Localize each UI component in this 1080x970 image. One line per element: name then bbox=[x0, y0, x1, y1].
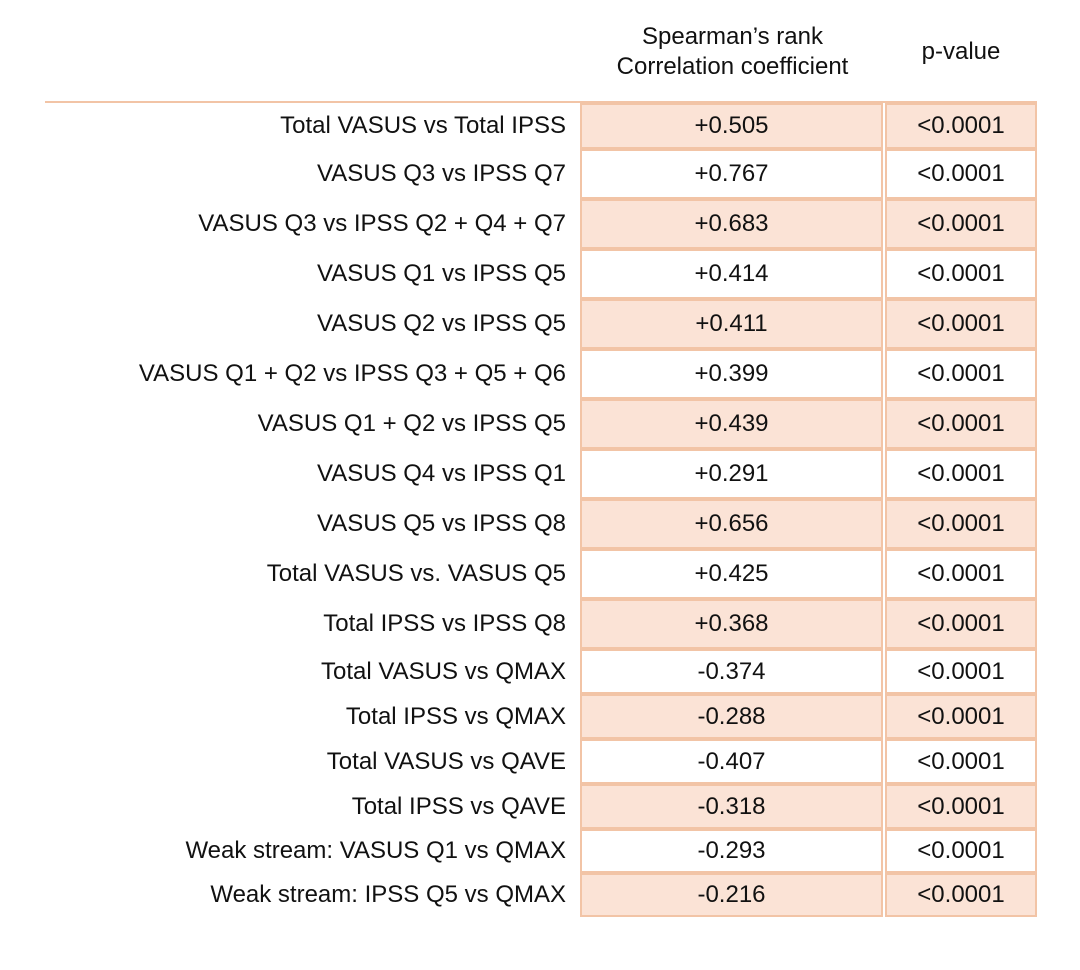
coefficient-cell: +0.399 bbox=[580, 349, 883, 399]
coefficient-cell: +0.425 bbox=[580, 549, 883, 599]
pvalue-cell: <0.0001 bbox=[885, 399, 1037, 449]
correlation-header-line1: Spearman’s rank bbox=[642, 23, 823, 50]
pvalue-cell: <0.0001 bbox=[885, 784, 1037, 829]
comparison-label: VASUS Q1 vs IPSS Q5 bbox=[317, 260, 566, 287]
table-row: VASUS Q3 vs IPSS Q7 +0.767 <0.0001 bbox=[0, 149, 1080, 199]
comparison-label: Weak stream: IPSS Q5 vs QMAX bbox=[210, 881, 566, 908]
table-row: Total IPSS vs QAVE -0.318 <0.0001 bbox=[0, 784, 1080, 829]
pvalue-cell: <0.0001 bbox=[885, 299, 1037, 349]
comparison-label: Total VASUS vs Total IPSS bbox=[280, 112, 566, 139]
coefficient-cell: +0.414 bbox=[580, 249, 883, 299]
comparison-label: VASUS Q4 vs IPSS Q1 bbox=[317, 460, 566, 487]
pvalue-cell: <0.0001 bbox=[885, 349, 1037, 399]
coefficient-cell: -0.288 bbox=[580, 694, 883, 739]
pvalue-cell: <0.0001 bbox=[885, 199, 1037, 249]
table-row: VASUS Q5 vs IPSS Q8 +0.656 <0.0001 bbox=[0, 499, 1080, 549]
pvalue-cell: <0.0001 bbox=[885, 549, 1037, 599]
comparison-label: VASUS Q3 vs IPSS Q7 bbox=[317, 160, 566, 187]
comparison-label: VASUS Q3 vs IPSS Q2 + Q4 + Q7 bbox=[198, 210, 566, 237]
table-row: VASUS Q2 vs IPSS Q5 +0.411 <0.0001 bbox=[0, 299, 1080, 349]
coefficient-cell: +0.767 bbox=[580, 149, 883, 199]
comparison-label: VASUS Q1 + Q2 vs IPSS Q5 bbox=[257, 410, 566, 437]
table-row: VASUS Q1 + Q2 vs IPSS Q3 + Q5 + Q6 +0.39… bbox=[0, 349, 1080, 399]
table-row: VASUS Q1 + Q2 vs IPSS Q5 +0.439 <0.0001 bbox=[0, 399, 1080, 449]
table-row: Total VASUS vs Total IPSS +0.505 <0.0001 bbox=[0, 103, 1080, 149]
table-row: VASUS Q4 vs IPSS Q1 +0.291 <0.0001 bbox=[0, 449, 1080, 499]
correlation-column-header: Spearman’s rank Correlation coefficient bbox=[580, 22, 885, 82]
coefficient-cell: -0.216 bbox=[580, 873, 883, 917]
pvalue-cell: <0.0001 bbox=[885, 249, 1037, 299]
coefficient-cell: -0.407 bbox=[580, 739, 883, 784]
comparison-label: Total VASUS vs QMAX bbox=[321, 657, 566, 685]
pvalue-cell: <0.0001 bbox=[885, 449, 1037, 499]
comparison-label: Total VASUS vs QAVE bbox=[326, 747, 566, 775]
coefficient-cell: +0.505 bbox=[580, 103, 883, 149]
pvalue-cell: <0.0001 bbox=[885, 873, 1037, 917]
pvalue-cell: <0.0001 bbox=[885, 149, 1037, 199]
table-row: Weak stream: VASUS Q1 vs QMAX -0.293 <0.… bbox=[0, 829, 1080, 873]
coefficient-cell: -0.374 bbox=[580, 649, 883, 694]
table-row: Total VASUS vs QMAX -0.374 <0.0001 bbox=[0, 649, 1080, 694]
table-row: Total VASUS vs. VASUS Q5 +0.425 <0.0001 bbox=[0, 549, 1080, 599]
pvalue-cell: <0.0001 bbox=[885, 103, 1037, 149]
comparison-label: Total VASUS vs. VASUS Q5 bbox=[266, 560, 566, 587]
coefficient-cell: -0.293 bbox=[580, 829, 883, 873]
correlation-header-line2: Correlation coefficient bbox=[616, 53, 849, 80]
coefficient-cell: +0.656 bbox=[580, 499, 883, 549]
coefficient-cell: +0.291 bbox=[580, 449, 883, 499]
comparison-label: Weak stream: VASUS Q1 vs QMAX bbox=[185, 837, 566, 864]
coefficient-cell: +0.683 bbox=[580, 199, 883, 249]
comparison-label: VASUS Q1 + Q2 vs IPSS Q3 + Q5 + Q6 bbox=[138, 360, 566, 387]
comparison-label: Total IPSS vs IPSS Q8 bbox=[323, 610, 566, 637]
comparison-label: Total IPSS vs QAVE bbox=[351, 792, 566, 820]
pvalue-cell: <0.0001 bbox=[885, 499, 1037, 549]
header-divider bbox=[45, 101, 1037, 103]
pvalue-cell: <0.0001 bbox=[885, 739, 1037, 784]
pvalue-cell: <0.0001 bbox=[885, 694, 1037, 739]
coefficient-cell: +0.368 bbox=[580, 599, 883, 649]
table-row: Weak stream: IPSS Q5 vs QMAX -0.216 <0.0… bbox=[0, 873, 1080, 917]
pvalue-cell: <0.0001 bbox=[885, 599, 1037, 649]
coefficient-cell: +0.411 bbox=[580, 299, 883, 349]
table-row: VASUS Q1 vs IPSS Q5 +0.414 <0.0001 bbox=[0, 249, 1080, 299]
coefficient-cell: -0.318 bbox=[580, 784, 883, 829]
table-row: Total IPSS vs QMAX -0.288 <0.0001 bbox=[0, 694, 1080, 739]
table-row: Total VASUS vs QAVE -0.407 <0.0001 bbox=[0, 739, 1080, 784]
pvalue-cell: <0.0001 bbox=[885, 829, 1037, 873]
table-row: Total IPSS vs IPSS Q8 +0.368 <0.0001 bbox=[0, 599, 1080, 649]
pvalue-cell: <0.0001 bbox=[885, 649, 1037, 694]
comparison-label: VASUS Q5 vs IPSS Q8 bbox=[317, 510, 566, 537]
pvalue-column-header: p-value bbox=[921, 38, 1001, 65]
comparison-label: Total IPSS vs QMAX bbox=[345, 702, 566, 730]
comparison-label: VASUS Q2 vs IPSS Q5 bbox=[317, 310, 566, 337]
coefficient-cell: +0.439 bbox=[580, 399, 883, 449]
table-row: VASUS Q3 vs IPSS Q2 + Q4 + Q7 +0.683 <0.… bbox=[0, 199, 1080, 249]
